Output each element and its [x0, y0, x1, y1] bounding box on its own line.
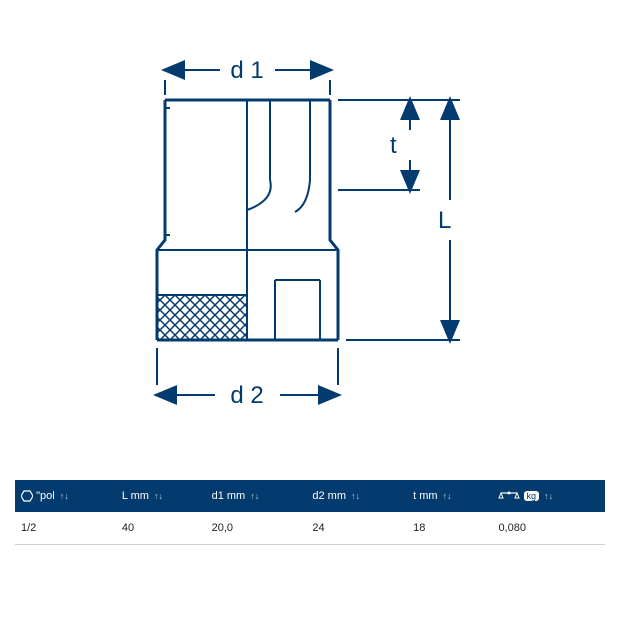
- sort-icon: ↑↓: [351, 491, 360, 501]
- scale-icon: [498, 490, 520, 502]
- col-t-label: t mm: [413, 490, 437, 502]
- col-drive[interactable]: "pol ↑↓: [15, 480, 116, 512]
- col-L-label: L mm: [122, 490, 149, 502]
- sort-icon: ↑↓: [544, 491, 553, 501]
- col-t[interactable]: t mm ↑↓: [407, 480, 492, 512]
- col-d1[interactable]: d1 mm ↑↓: [206, 480, 307, 512]
- label-d2: d 2: [230, 382, 263, 409]
- cell-d2: 24: [306, 512, 407, 545]
- label-d1: d 1: [230, 57, 263, 84]
- col-weight[interactable]: kg ↑↓: [492, 480, 605, 512]
- cell-weight: 0,080: [492, 512, 605, 545]
- sort-icon: ↑↓: [250, 491, 259, 501]
- cell-t: 18: [407, 512, 492, 545]
- table-row: 1/2 40 20,0 24 18 0,080: [15, 512, 605, 545]
- col-d2[interactable]: d2 mm ↑↓: [306, 480, 407, 512]
- cell-d1: 20,0: [206, 512, 307, 545]
- technical-diagram: d 1 t L d 2: [120, 40, 500, 440]
- col-d2-label: d2 mm: [312, 490, 346, 502]
- cell-drive: 1/2: [15, 512, 116, 545]
- col-L[interactable]: L mm ↑↓: [116, 480, 206, 512]
- cell-L: 40: [116, 512, 206, 545]
- sort-icon: ↑↓: [60, 491, 69, 501]
- col-d1-label: d1 mm: [212, 490, 246, 502]
- label-L: L: [438, 207, 451, 234]
- col-drive-label: "pol: [36, 490, 55, 502]
- label-t: t: [390, 132, 397, 159]
- sort-icon: ↑↓: [154, 491, 163, 501]
- spec-table: "pol ↑↓ L mm ↑↓ d1 mm ↑↓ d2 mm ↑↓ t mm: [15, 480, 605, 545]
- col-weight-label: kg: [524, 491, 540, 501]
- table-header-row: "pol ↑↓ L mm ↑↓ d1 mm ↑↓ d2 mm ↑↓ t mm: [15, 480, 605, 512]
- hex-icon: [21, 490, 33, 502]
- sort-icon: ↑↓: [443, 491, 452, 501]
